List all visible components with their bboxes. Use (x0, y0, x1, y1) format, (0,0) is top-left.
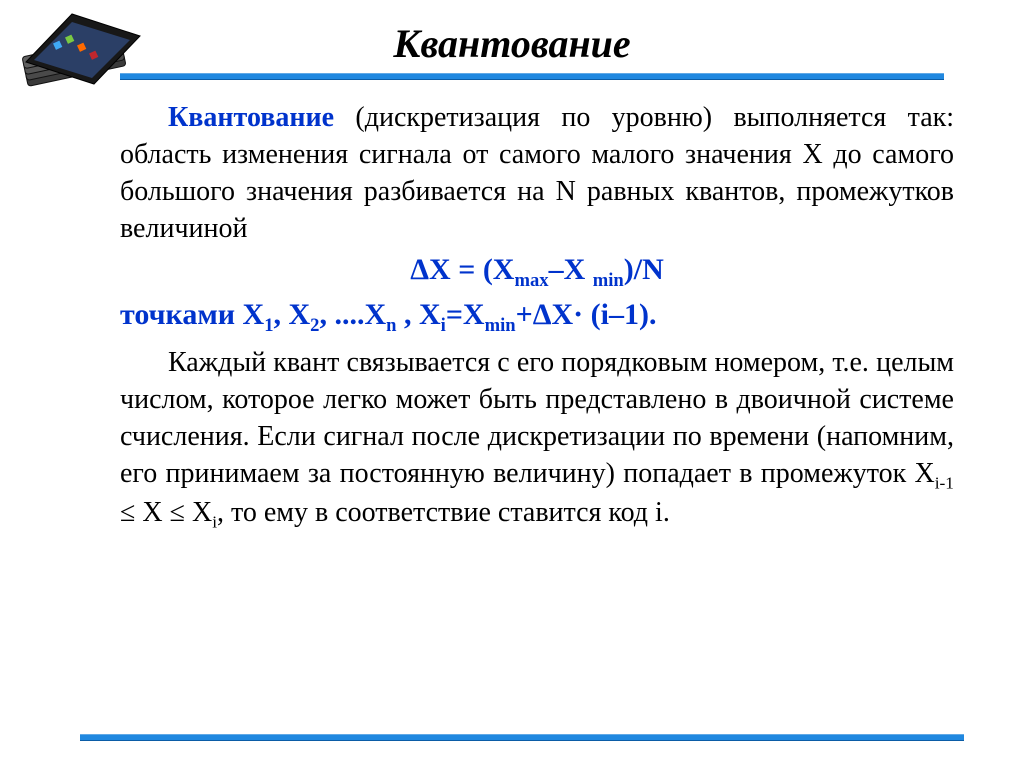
formula-points: точками X1, X2, ....Xn , Xi=Xmin+ΔX· (i–… (120, 295, 954, 339)
title-underline (0, 73, 1024, 80)
title-bar: Квантование (0, 0, 1024, 86)
formula-delta-x: ΔX = (Xmax–X min)/N (120, 250, 954, 294)
paragraph-2: Каждый квант связывается с его порядковы… (120, 345, 954, 535)
slide-body: Квантование (дискретизация по уровню) вы… (0, 86, 1024, 535)
term-quantization: Квантование (168, 102, 334, 133)
slide: Квантование Квантование (дискретизация п… (0, 0, 1024, 767)
slide-title: Квантование (393, 20, 630, 67)
paragraph-1: Квантование (дискретизация по уровню) вы… (120, 100, 954, 248)
bottom-rule (80, 734, 964, 741)
